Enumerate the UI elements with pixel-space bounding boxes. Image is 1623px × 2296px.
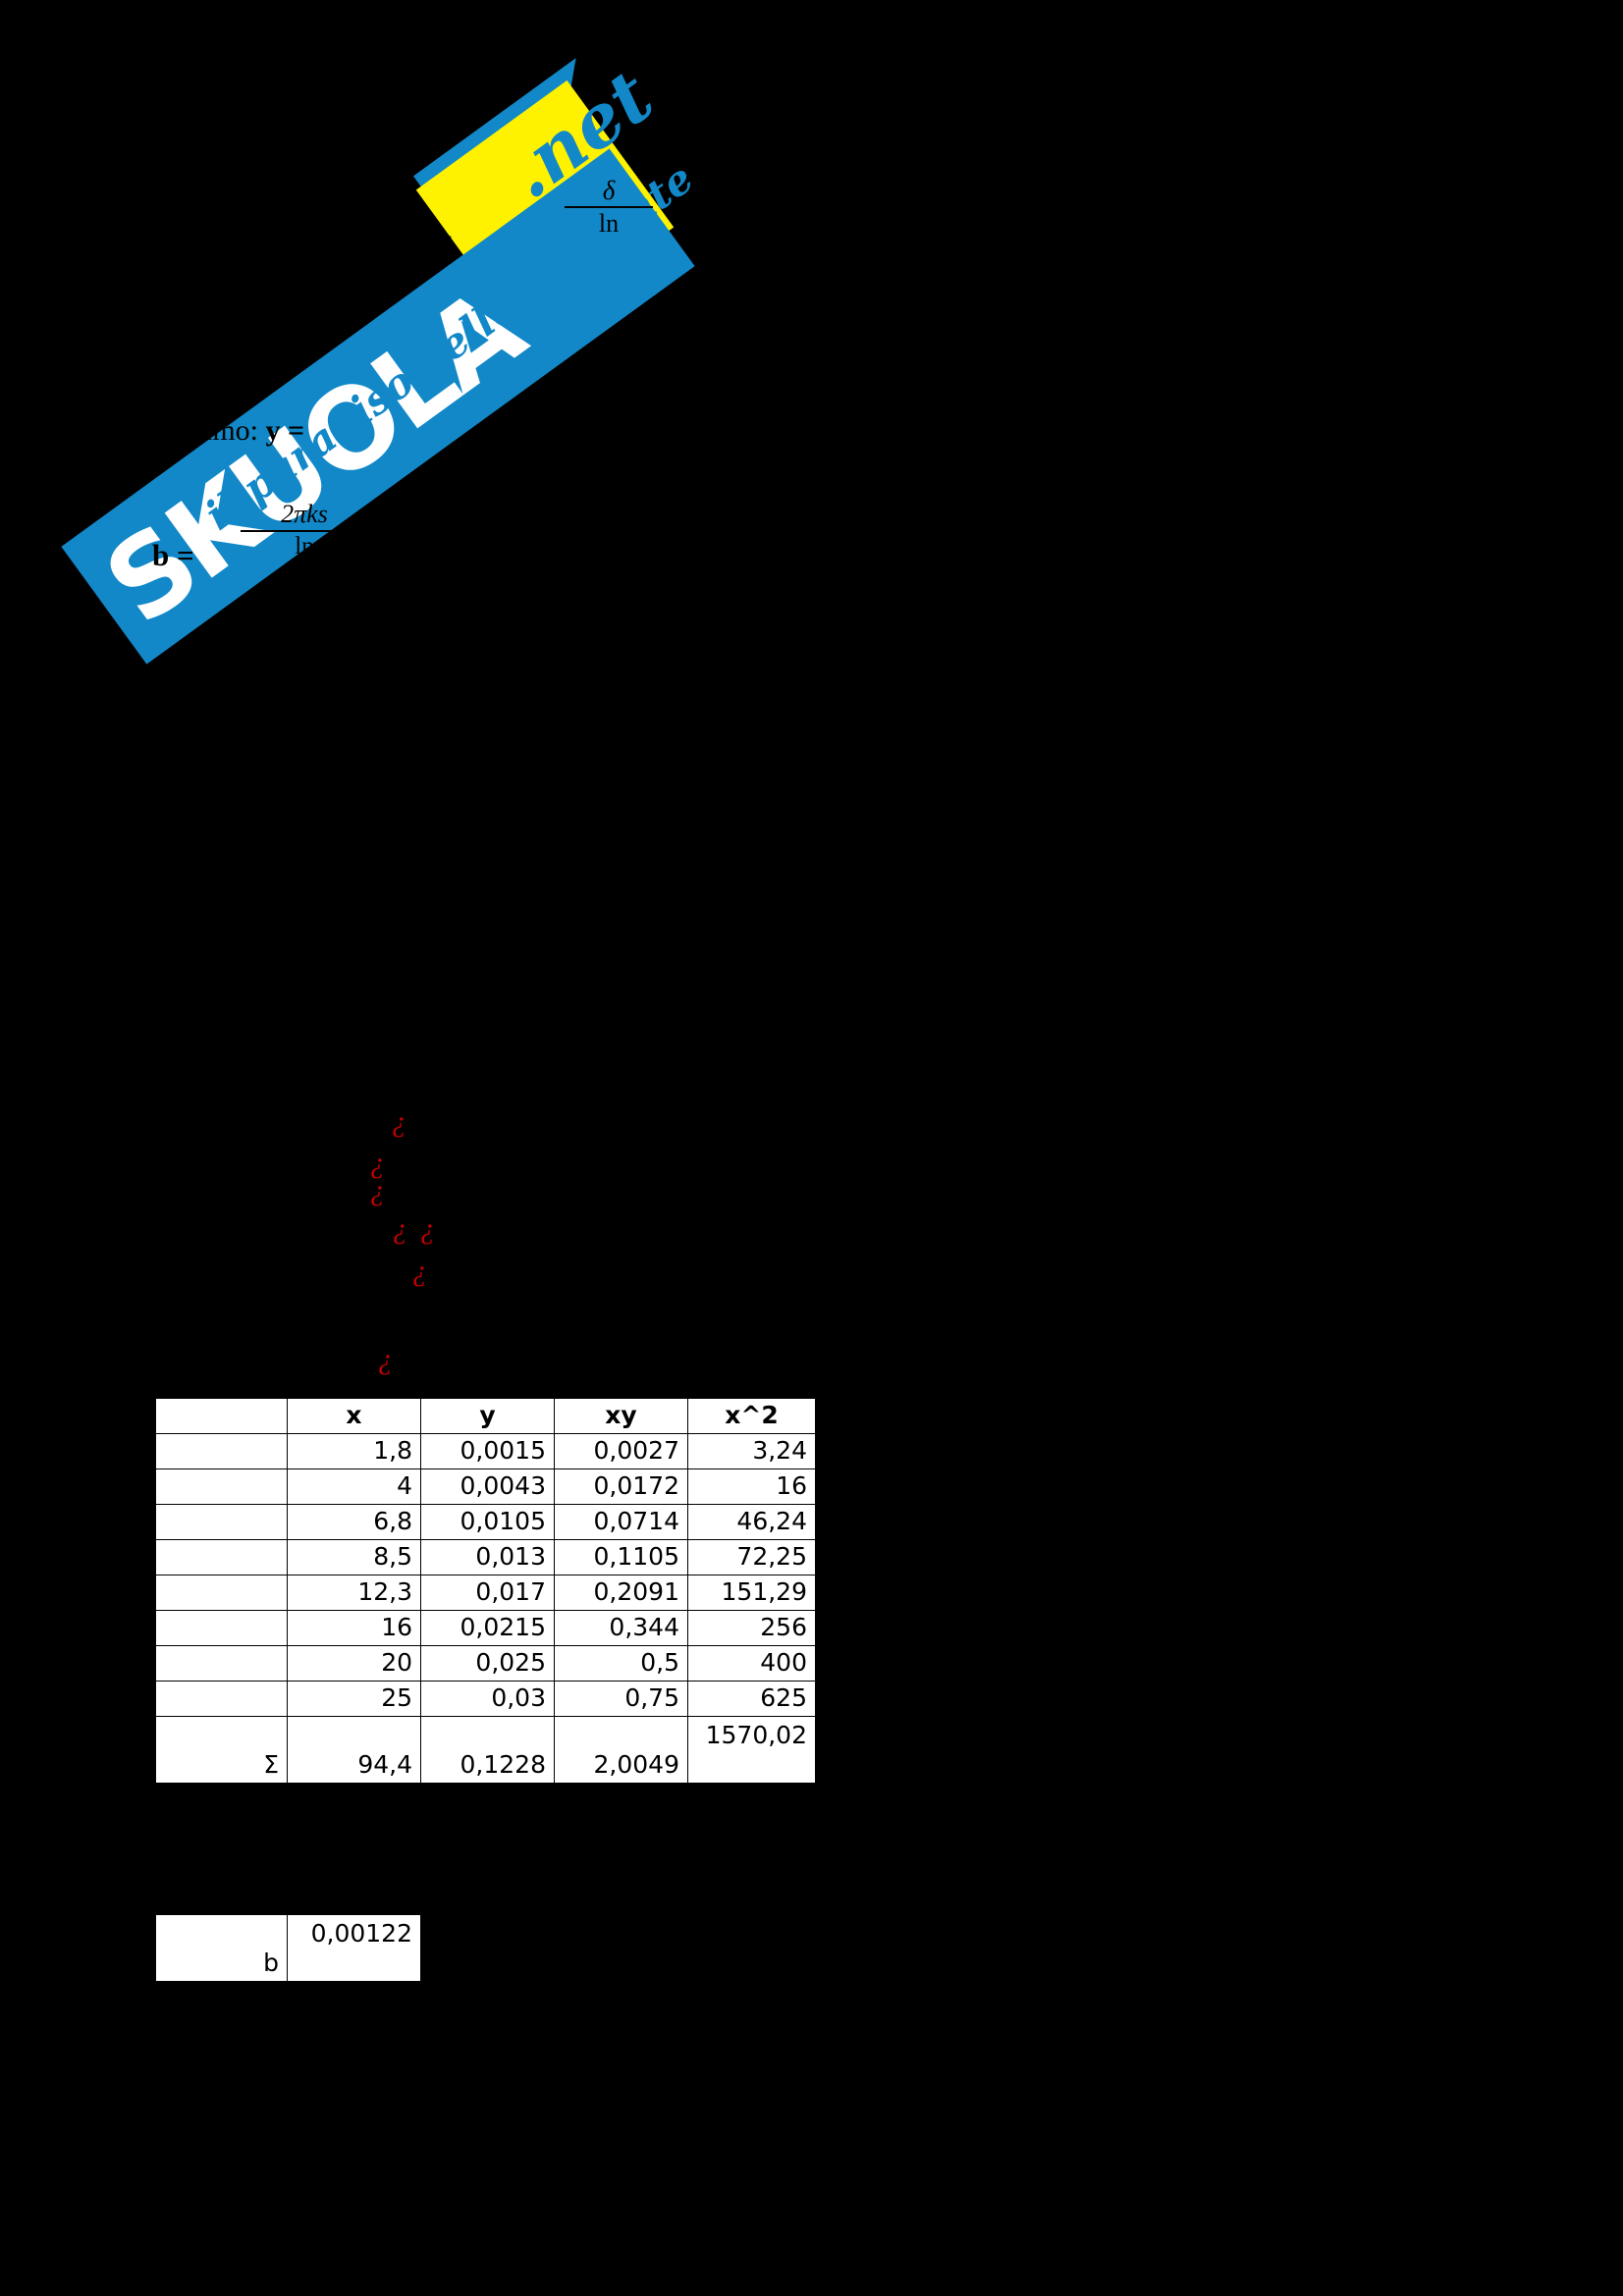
formula-b-fraction-bar — [241, 529, 368, 532]
cell-x: 8,5 — [287, 1539, 421, 1575]
cell-xy: 0,5 — [554, 1645, 688, 1682]
table-row: 8,5 0,013 0,1105 72,25 — [155, 1539, 816, 1575]
cell-x: 4 — [287, 1468, 421, 1505]
row-label — [155, 1645, 288, 1682]
formula-flow-lead: : — [324, 224, 333, 256]
formula-fraction-bar — [565, 206, 653, 209]
table-row: 25 0,03 0,75 625 — [155, 1681, 816, 1717]
formula-fraction: δ ln — [565, 177, 653, 239]
cell-x: 20 — [287, 1645, 421, 1682]
formula-fraction-numerator: δ — [602, 176, 616, 205]
cell-y: 0,0015 — [420, 1433, 555, 1469]
cell-xy: 0,0714 — [554, 1504, 688, 1540]
table-header-x: x — [287, 1398, 421, 1434]
cell-x2: 72,25 — [687, 1539, 816, 1575]
row-label — [155, 1433, 288, 1469]
table-header-x2: x^2 — [687, 1398, 816, 1434]
cell-x: 12,3 — [287, 1575, 421, 1611]
table-header-blank — [155, 1398, 288, 1434]
formula-b-fraction: 2πks ln — [241, 500, 368, 560]
cell-x2: 256 — [687, 1610, 816, 1646]
cell-y: 0,017 — [420, 1575, 555, 1611]
b-row: b 0,00122 — [155, 1914, 421, 1982]
table-row: 4 0,0043 0,0172 16 — [155, 1468, 816, 1505]
table-row: 12,3 0,017 0,2091 151,29 — [155, 1575, 816, 1611]
formula-fraction-denominator: ln — [598, 209, 620, 239]
row-label — [155, 1681, 288, 1717]
table-row: 6,8 0,0105 0,0714 46,24 — [155, 1504, 816, 1540]
table-header-y: y — [420, 1398, 555, 1434]
row-label — [155, 1539, 288, 1575]
cell-xy: 0,0027 — [554, 1433, 688, 1469]
formula-poniamo-eq: y = — [265, 414, 305, 447]
cell-xy: 0,1105 — [554, 1539, 688, 1575]
cell-x: 25 — [287, 1681, 421, 1717]
cell-x2: 625 — [687, 1681, 816, 1717]
b-value: 0,00122 — [287, 1914, 421, 1982]
formula-flow-body: Q = 2πks — [339, 224, 454, 256]
cell-x2: 46,24 — [687, 1504, 816, 1540]
cell-xy: 0,2091 — [554, 1575, 688, 1611]
red-mark-5: ¿ — [420, 1212, 435, 1245]
table-total-row: Σ 94,4 0,1228 2,0049 1570,02 — [155, 1716, 816, 1784]
red-mark-7: ¿ — [378, 1343, 393, 1375]
skuola-watermark: SKUOLA .net il paradiso dello studente — [29, 39, 736, 746]
total-x: 94,4 — [287, 1716, 421, 1784]
cell-y: 0,0043 — [420, 1468, 555, 1505]
cell-x2: 16 — [687, 1468, 816, 1505]
cell-x2: 3,24 — [687, 1433, 816, 1469]
b-coefficient-table: b 0,00122 — [155, 1914, 421, 1982]
cell-y: 0,0215 — [420, 1610, 555, 1646]
total-x2: 1570,02 — [687, 1716, 816, 1784]
cell-xy: 0,0172 — [554, 1468, 688, 1505]
red-mark-2: ¿ — [370, 1147, 385, 1179]
table-row: 20 0,025 0,5 400 — [155, 1645, 816, 1682]
formula-b-fraction-numerator: 2πks — [281, 500, 328, 528]
row-label — [155, 1468, 288, 1505]
cell-x: 6,8 — [287, 1504, 421, 1540]
table-header-xy: xy — [554, 1398, 688, 1434]
table-row: 16 0,0215 0,344 256 — [155, 1610, 816, 1646]
row-label — [155, 1504, 288, 1540]
cell-x: 16 — [287, 1610, 421, 1646]
formula-bx: + bx — [221, 342, 279, 376]
cell-x2: 400 — [687, 1645, 816, 1682]
cell-x: 1,8 — [287, 1433, 421, 1469]
total-xy: 2,0049 — [554, 1716, 688, 1784]
formula-flow: : Q = 2πks — [324, 224, 453, 257]
red-mark-3: ¿ — [370, 1174, 385, 1206]
total-y: 0,1228 — [420, 1716, 555, 1784]
cell-xy: 0,344 — [554, 1610, 688, 1646]
red-mark-1: ¿ — [392, 1105, 406, 1138]
b-label: b — [155, 1914, 288, 1982]
cell-y: 0,03 — [420, 1681, 555, 1717]
cell-y: 0,013 — [420, 1539, 555, 1575]
table-row: 1,8 0,0015 0,0027 3,24 — [155, 1433, 816, 1469]
cell-y: 0,025 — [420, 1645, 555, 1682]
regression-data-table: x y xy x^2 1,8 0,0015 0,0027 3,24 4 0,00… — [155, 1398, 816, 1784]
total-label-sigma: Σ — [155, 1716, 288, 1784]
formula-b-label: b = — [152, 538, 194, 572]
cell-xy: 0,75 — [554, 1681, 688, 1717]
row-label — [155, 1575, 288, 1611]
cell-x2: 151,29 — [687, 1575, 816, 1611]
red-mark-4: ¿ — [393, 1212, 407, 1245]
formula-poniamo: Poniamo: y = — [145, 414, 304, 448]
table-header-row: x y xy x^2 — [155, 1398, 816, 1434]
cell-y: 0,0105 — [420, 1504, 555, 1540]
formula-poniamo-label: Poniamo: — [145, 414, 259, 447]
row-label — [155, 1610, 288, 1646]
red-mark-6: ¿ — [412, 1255, 427, 1287]
formula-b-fraction-denominator: ln — [295, 532, 314, 560]
